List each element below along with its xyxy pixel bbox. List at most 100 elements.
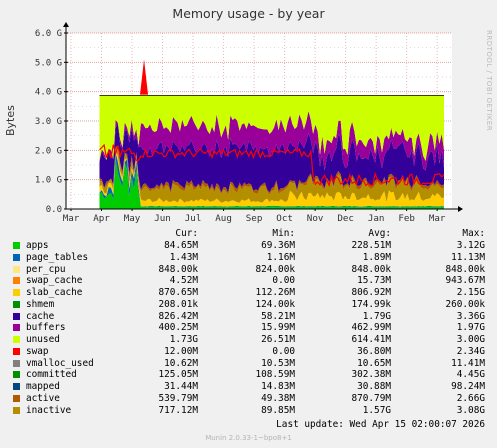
legend-max-value: 3.08G: [456, 404, 485, 416]
legend-avg-value: 174.99k: [351, 298, 391, 310]
x-tick-label: Mar: [63, 213, 80, 224]
legend-cur-value: 826.42M: [158, 310, 198, 322]
legend-row: swap_cache 4.52M 0.00 15.73M 943.67M: [0, 275, 497, 287]
legend-min-value: 10.53M: [261, 357, 295, 369]
legend-swatch: [13, 347, 20, 355]
legend-series-name: apps: [26, 240, 49, 251]
legend-swatch: [13, 359, 20, 367]
x-axis-arrow: [458, 206, 463, 212]
legend-series-name: cache: [26, 310, 55, 322]
y-tick-label: 6.0 G: [35, 29, 62, 39]
legend-series-name: unused: [26, 334, 60, 345]
legend-series-name: active: [26, 392, 60, 404]
legend-swatch: [13, 242, 20, 249]
legend-min-value: 26.51M: [261, 334, 295, 345]
legend-cur-value: 400.25M: [158, 322, 198, 334]
area-apps: [99, 159, 444, 209]
legend-min-value: 14.83M: [261, 381, 295, 392]
legend-avg-value: 1.57G: [362, 404, 391, 416]
legend-max-value: 98.24M: [451, 381, 485, 392]
legend-header-cur: Cur:: [175, 228, 198, 239]
spike-committed: [140, 59, 149, 95]
x-tick-label: Nov: [307, 213, 324, 224]
x-tick-label: Aug: [215, 213, 232, 224]
legend-max-value: 11.13M: [451, 251, 485, 263]
legend-max-value: 848.00k: [445, 263, 485, 275]
legend-row: vmalloc_used 10.62M 10.53M 10.65M 11.41M: [0, 358, 497, 370]
legend-row: shmem 208.01k 124.00k 174.99k 260.00k: [0, 299, 497, 311]
y-tick-label: 5.0 G: [35, 58, 62, 68]
area-inactive: [99, 147, 444, 203]
legend-row: active 539.79M 49.38M 870.79M 2.66G: [0, 393, 497, 405]
legend-swatch: [13, 336, 20, 343]
x-tick-label: May: [124, 213, 141, 224]
legend-avg-value: 1.79G: [362, 310, 391, 322]
legend-cur-value: 4.52M: [169, 275, 198, 287]
legend-avg-value: 870.79M: [351, 392, 391, 404]
legend-row: apps 84.65M 69.36M 228.51M 3.12G: [0, 240, 497, 252]
x-tick-label: Dec: [337, 213, 354, 224]
legend-avg-value: 228.51M: [351, 240, 391, 251]
x-tick-label: Sep: [246, 213, 263, 224]
legend-max-value: 260.00k: [445, 298, 485, 310]
legend-swatch: [13, 383, 20, 390]
legend-swatch: [13, 300, 20, 308]
x-tick-label: Jun: [154, 213, 171, 224]
legend-min-value: 49.38M: [261, 392, 295, 404]
legend-avg-value: 30.88M: [357, 381, 391, 392]
legend-cur-value: 539.79M: [158, 392, 198, 404]
legend-min-value: 1.16M: [266, 251, 295, 263]
x-tick-label: Oct: [276, 213, 293, 224]
legend-avg-value: 1.89M: [362, 251, 391, 263]
y-tick-labels: 0.0 1.0 G 2.0 G 3.0 G 4.0 G 5.0 G 6.0 G: [35, 29, 62, 215]
legend-series-name: committed: [26, 369, 77, 381]
y-tick-label: 3.0 G: [35, 117, 62, 127]
legend-row: committed 125.05M 108.59M 302.38M 4.45G: [0, 369, 497, 381]
legend-row: inactive 717.12M 89.85M 1.57G 3.08G: [0, 405, 497, 417]
legend-cur-value: 12.00M: [164, 345, 198, 357]
legend-swatch: [13, 312, 20, 320]
legend-min-value: 124.00k: [255, 298, 295, 310]
x-tick-label: Feb: [398, 213, 415, 224]
x-tick-label: Mar: [429, 213, 446, 224]
legend-avg-value: 15.73M: [357, 275, 391, 287]
legend-header-avg: Avg:: [368, 228, 391, 239]
line-swap: [99, 143, 445, 188]
legend-max-value: 3.00G: [456, 334, 485, 345]
legend-row: slab_cache 870.65M 112.26M 806.92M 2.15G: [0, 287, 497, 299]
legend-series-name: vmalloc_used: [26, 357, 94, 369]
legend-min-value: 89.85M: [261, 404, 295, 416]
legend-cur-value: 717.12M: [158, 404, 198, 416]
legend-header-max: Max:: [462, 228, 485, 239]
x-tick-labels: Mar Apr May Jun Jul Aug Sep Oct Nov Dec Jan Feb Mar: [63, 213, 446, 224]
legend-min-value: 0.00: [272, 275, 295, 287]
legend-cur-value: 125.05M: [158, 369, 198, 381]
legend-series-name: shmem: [26, 298, 55, 310]
legend-row: swap 12.00M 0.00 36.80M 2.34G: [0, 346, 497, 358]
legend-cur-value: 10.62M: [164, 357, 198, 369]
legend-row: unused 1.73G 26.51M 614.41M 3.00G: [0, 334, 497, 346]
legend-swatch: [13, 253, 20, 261]
legend-series-name: slab_cache: [26, 287, 83, 298]
legend-max-value: 3.36G: [456, 310, 485, 322]
legend-row: page_tables 1.43M 1.16M 1.89M 11.13M: [0, 252, 497, 264]
legend-row: cache 826.42M 58.21M 1.79G 3.36G: [0, 311, 497, 323]
legend-series-name: inactive: [26, 404, 72, 416]
x-tick-label: Apr: [93, 213, 110, 224]
legend-max-value: 2.66G: [456, 392, 485, 404]
legend-min-value: 15.99M: [261, 322, 295, 334]
legend-min-value: 112.26M: [255, 287, 295, 298]
legend-series-name: swap_cache: [26, 275, 83, 287]
area-slab_cache: [99, 149, 444, 207]
y-axis-arrow: [63, 22, 69, 27]
legend-swatch: [13, 324, 20, 332]
legend-header-min: Min:: [272, 228, 295, 239]
legend-avg-value: 806.92M: [351, 287, 391, 298]
legend-series-name: buffers: [26, 322, 66, 334]
munin-version-footer: Munin 2.0.33-1~bpo8+1: [205, 434, 292, 442]
area-buffers: [99, 111, 444, 171]
legend-min-value: 824.00k: [255, 263, 295, 275]
legend-cur-value: 84.65M: [164, 240, 198, 251]
legend-avg-value: 36.80M: [357, 345, 391, 357]
